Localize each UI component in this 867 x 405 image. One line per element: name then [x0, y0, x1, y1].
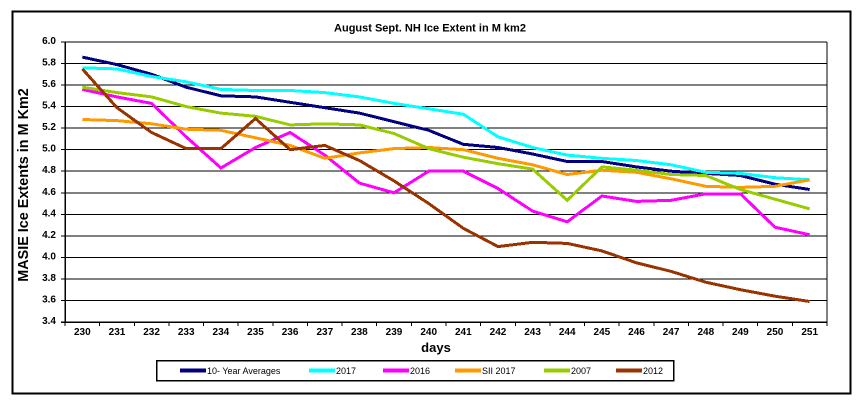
svg-text:238: 238 [351, 327, 368, 338]
svg-text:249: 249 [732, 327, 749, 338]
svg-text:231: 231 [109, 327, 126, 338]
svg-text:241: 241 [455, 327, 472, 338]
svg-text:5.4: 5.4 [42, 101, 56, 112]
svg-text:MASIE Ice Extents in M Km2: MASIE Ice Extents in M Km2 [16, 88, 32, 282]
svg-text:235: 235 [247, 327, 264, 338]
svg-text:234: 234 [213, 327, 230, 338]
svg-text:242: 242 [490, 327, 507, 338]
svg-text:246: 246 [628, 327, 645, 338]
svg-text:6.0: 6.0 [42, 36, 56, 47]
svg-text:240: 240 [420, 327, 437, 338]
svg-text:251: 251 [801, 327, 818, 338]
svg-text:4.4: 4.4 [42, 208, 56, 219]
svg-text:237: 237 [316, 327, 333, 338]
svg-text:247: 247 [663, 327, 680, 338]
svg-text:232: 232 [143, 327, 160, 338]
svg-text:days: days [421, 340, 451, 355]
svg-text:243: 243 [524, 327, 541, 338]
svg-text:2017: 2017 [336, 366, 356, 376]
svg-text:245: 245 [594, 327, 611, 338]
svg-text:5.0: 5.0 [42, 144, 56, 155]
svg-text:4.6: 4.6 [42, 187, 56, 198]
svg-text:3.4: 3.4 [42, 316, 56, 327]
svg-text:2012: 2012 [643, 366, 663, 376]
svg-text:3.6: 3.6 [42, 295, 56, 306]
svg-text:239: 239 [386, 327, 403, 338]
svg-text:SII 2017: SII 2017 [482, 366, 516, 376]
svg-text:233: 233 [178, 327, 195, 338]
svg-text:250: 250 [767, 327, 784, 338]
svg-text:August Sept. NH Ice Extent in: August Sept. NH Ice Extent in M km2 [334, 23, 526, 35]
svg-text:4.2: 4.2 [42, 230, 56, 241]
svg-text:3.8: 3.8 [42, 273, 56, 284]
svg-text:248: 248 [697, 327, 714, 338]
svg-text:4.8: 4.8 [42, 165, 56, 176]
svg-text:2016: 2016 [410, 366, 430, 376]
svg-text:244: 244 [559, 327, 576, 338]
svg-text:236: 236 [282, 327, 299, 338]
svg-text:230: 230 [74, 327, 91, 338]
svg-text:5.8: 5.8 [42, 58, 56, 69]
svg-text:2007: 2007 [571, 366, 591, 376]
svg-text:5.2: 5.2 [42, 122, 56, 133]
svg-text:4.0: 4.0 [42, 251, 56, 262]
svg-text:5.6: 5.6 [42, 79, 56, 90]
svg-text:10- Year Averages: 10- Year Averages [207, 366, 281, 376]
